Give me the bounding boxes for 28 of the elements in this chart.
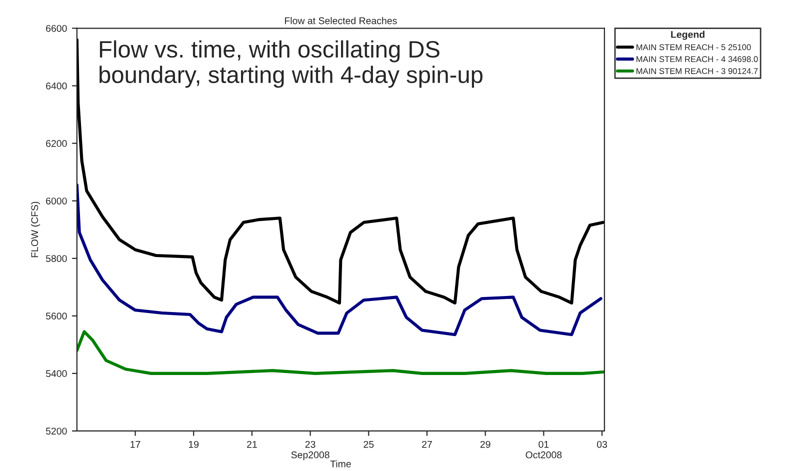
line-series — [76, 38, 604, 304]
x-tick-label: 27 — [422, 440, 432, 448]
x-tick-label: 23 Sep2008 — [291, 440, 330, 460]
x-tick-label: 03 — [596, 440, 607, 448]
legend-label: MAIN STEM REACH - 3 90124.7 — [636, 68, 758, 74]
legend-title: Legend — [671, 30, 704, 40]
y-tick-label: 5600 — [46, 312, 67, 320]
x-tick-label: 17 — [130, 441, 140, 448]
y-tick-label: 6600 — [46, 24, 67, 32]
line-series — [76, 330, 604, 375]
x-tick-label: 29 — [480, 440, 490, 448]
annotation: Flow vs. time, with oscillating DS boundary, starting with 4-day spin-up — [100, 40, 482, 88]
x-tick-label: 19 — [188, 440, 199, 448]
x-tick-label: 21 — [247, 440, 257, 448]
line-series — [76, 183, 602, 336]
legend-label: MAIN STEM REACH - 4 34698.0 — [636, 56, 758, 62]
y-tick-label: 5200 — [46, 428, 67, 435]
legend-label: MAIN STEM REACH - 5 25100 — [636, 44, 751, 50]
y-tick-label: 5800 — [46, 255, 67, 262]
x-tick-label: 01 Oct2008 — [526, 440, 562, 458]
y-tick-label: 6200 — [46, 140, 67, 147]
y-axis-title: FLOW (CFS) — [30, 202, 40, 258]
chart-title: Flow at Selected Reaches — [285, 17, 397, 24]
y-tick-label: 6400 — [46, 82, 67, 90]
x-axis-title: Time — [330, 460, 351, 468]
y-tick-label: 5400 — [46, 370, 67, 378]
y-tick-label: 6000 — [46, 198, 67, 204]
x-tick-label: 25 — [364, 440, 374, 448]
